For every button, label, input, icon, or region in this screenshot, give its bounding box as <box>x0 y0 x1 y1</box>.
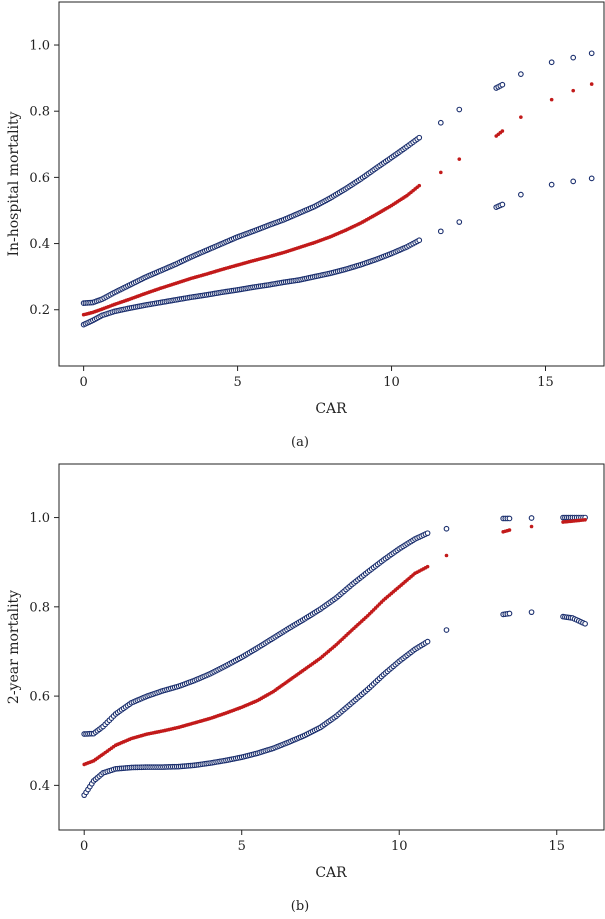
data-marks <box>80 50 595 328</box>
y-tick-label: 0.6 <box>29 690 50 705</box>
lower-bound-point <box>548 181 555 188</box>
fit-point <box>444 553 449 558</box>
lower-bound-point <box>437 228 444 235</box>
axis-ticks: 0 5 10 15 0.4 0.6 0.8 1.0 <box>29 511 565 854</box>
y-tick-label: 0.6 <box>29 171 50 186</box>
y-axis-label: In-hospital mortality <box>6 111 22 256</box>
y-tick-label: 1.0 <box>29 511 50 526</box>
lower-bound-point <box>528 609 535 616</box>
y-tick-label: 0.4 <box>29 237 50 252</box>
y-tick-label: 0.8 <box>29 105 50 120</box>
lower-bound-point <box>416 237 423 244</box>
fit-point <box>589 82 594 86</box>
upper-bound-point <box>456 106 463 113</box>
panel-b: 0 5 10 150.40.60.81.0 CAR 2-year mortality … <box>6 463 605 914</box>
lower-bound-point <box>456 219 463 225</box>
fit-point <box>519 115 523 119</box>
lower-bound-point <box>424 638 431 645</box>
y-tick-label: 0.2 <box>29 303 50 318</box>
fit-point <box>500 129 505 133</box>
x-axis-label: CAR <box>315 865 347 881</box>
plot-frame <box>58 1 605 367</box>
x-tick-label: 5 <box>233 375 241 390</box>
lower-bound-point <box>506 610 513 617</box>
x-tick-label: 10 <box>391 839 408 854</box>
lower-bound-point <box>588 175 595 182</box>
fit-point <box>425 564 430 569</box>
plot-frame <box>58 463 605 831</box>
x-tick-label: 15 <box>537 375 554 390</box>
lower-bound-point <box>518 191 524 198</box>
y-tick-label: 0.4 <box>29 779 50 794</box>
y-axis-label: 2-year mortality <box>6 590 22 704</box>
panel-label: (b) <box>291 899 309 914</box>
axis-ticks: 0 5 10 15 0.2 0.4 0.6 0.8 1.0 <box>29 39 553 390</box>
x-axis-label: CAR <box>315 401 347 417</box>
x-tick-label: 10 <box>383 375 400 390</box>
fit-point <box>507 528 512 532</box>
upper-bound-point <box>518 71 524 77</box>
fit-point <box>417 183 422 188</box>
upper-bound-point <box>499 81 506 88</box>
fit-point <box>529 524 534 529</box>
panel-a: 0 5 10 15 0.2 0.4 0.6 0.8 1.0 CAR In-hospital mo… <box>6 1 605 450</box>
fit-point <box>571 88 576 93</box>
upper-bound-point <box>548 59 555 66</box>
x-tick-label: 0 <box>79 375 87 390</box>
panel-label: (a) <box>291 435 309 450</box>
upper-bound-point <box>416 134 423 141</box>
fit-point <box>457 157 462 161</box>
upper-bound-point <box>506 515 513 522</box>
upper-bound-point <box>588 50 595 57</box>
lower-bound-point <box>570 178 577 185</box>
x-tick-label: 15 <box>548 839 565 854</box>
upper-bound-point <box>443 525 450 532</box>
x-tick-label: 0 <box>80 839 88 854</box>
fit-point <box>439 170 443 175</box>
upper-bound-point <box>437 119 444 126</box>
lower-bound-point <box>443 627 450 633</box>
data-marks <box>81 514 588 799</box>
lower-bound-point <box>582 620 588 627</box>
fit-point <box>549 97 554 102</box>
y-tick-label: 0.8 <box>29 600 50 615</box>
fit-point <box>583 517 587 522</box>
upper-bound-point <box>528 515 535 521</box>
upper-bound-point <box>424 530 431 537</box>
upper-bound-point <box>570 54 577 61</box>
y-tick-label: 1.0 <box>29 39 50 54</box>
x-tick-label: 5 <box>238 839 246 854</box>
lower-bound-point <box>499 201 506 208</box>
